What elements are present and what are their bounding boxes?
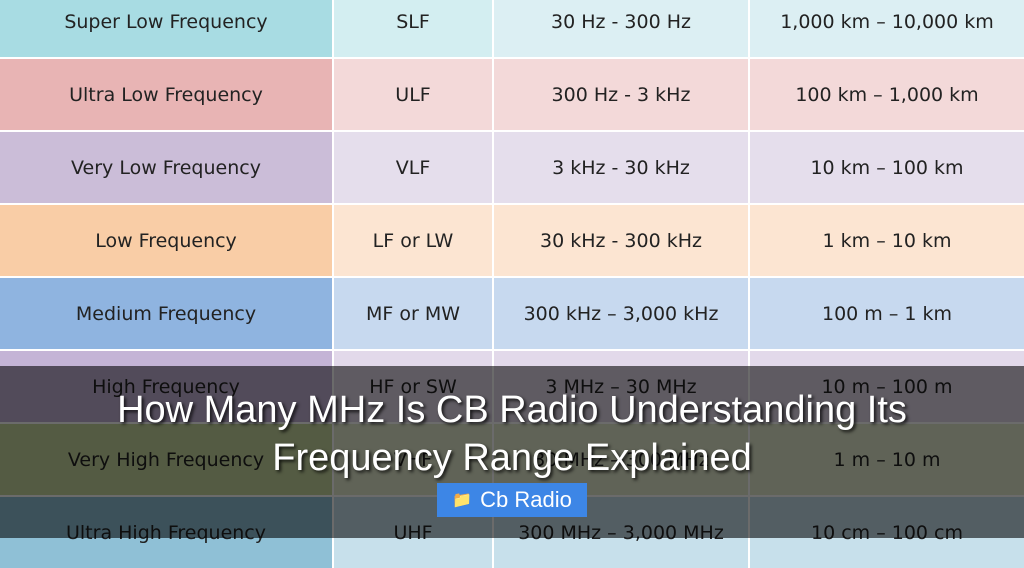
table-cell-abbr: LF or LW bbox=[334, 205, 494, 276]
table-cell-freq: 300 Hz - 3 kHz bbox=[494, 59, 750, 130]
table-row: Super Low Frequency SLF 30 Hz - 300 Hz 1,00… bbox=[0, 0, 1024, 57]
table-cell-abbr: MF or MW bbox=[334, 278, 494, 349]
table-cell-wave: 10 km – 100 km bbox=[750, 132, 1024, 203]
table-cell-abbr: ULF bbox=[334, 59, 494, 130]
table-row: Very Low Frequency VLF 3 kHz - 30 kHz 10 km… bbox=[0, 132, 1024, 203]
category-tag[interactable]: 📁 Cb Radio bbox=[437, 483, 587, 517]
table-cell-abbr: SLF bbox=[334, 0, 494, 57]
table-cell-wave: 1 km – 10 km bbox=[750, 205, 1024, 276]
title-line-2: Frequency Range Explained bbox=[272, 437, 752, 479]
table-cell-name: Super Low Frequency bbox=[0, 0, 334, 57]
table-cell-name: Medium Frequency bbox=[0, 278, 334, 349]
title-line-1: How Many MHz Is CB Radio Understanding I… bbox=[117, 389, 907, 431]
table-cell-name: Ultra Low Frequency bbox=[0, 59, 334, 130]
table-cell-freq: 30 Hz - 300 Hz bbox=[494, 0, 750, 57]
table-row: Ultra Low Frequency ULF 300 Hz - 3 kHz 100 … bbox=[0, 59, 1024, 130]
folder-icon: 📁 bbox=[452, 492, 473, 509]
article-title: How Many MHz Is CB Radio Understanding I… bbox=[0, 386, 1024, 482]
table-cell-wave: 100 km – 1,000 km bbox=[750, 59, 1024, 130]
table-cell-name: Low Frequency bbox=[0, 205, 334, 276]
table-cell-name: Very Low Frequency bbox=[0, 132, 334, 203]
table-cell-freq: 300 kHz – 3,000 kHz bbox=[494, 278, 750, 349]
table-cell-wave: 1,000 km – 10,000 km bbox=[750, 0, 1024, 57]
table-row: Low Frequency LF or LW 30 kHz - 300 kHz 1 k… bbox=[0, 205, 1024, 276]
table-cell-freq: 3 kHz - 30 kHz bbox=[494, 132, 750, 203]
table-cell-abbr: VLF bbox=[334, 132, 494, 203]
table-cell-freq: 30 kHz - 300 kHz bbox=[494, 205, 750, 276]
table-cell-wave: 100 m – 1 km bbox=[750, 278, 1024, 349]
table-row: Medium Frequency MF or MW 300 kHz – 3,000 … bbox=[0, 278, 1024, 349]
category-tag-label: Cb Radio bbox=[480, 487, 572, 512]
